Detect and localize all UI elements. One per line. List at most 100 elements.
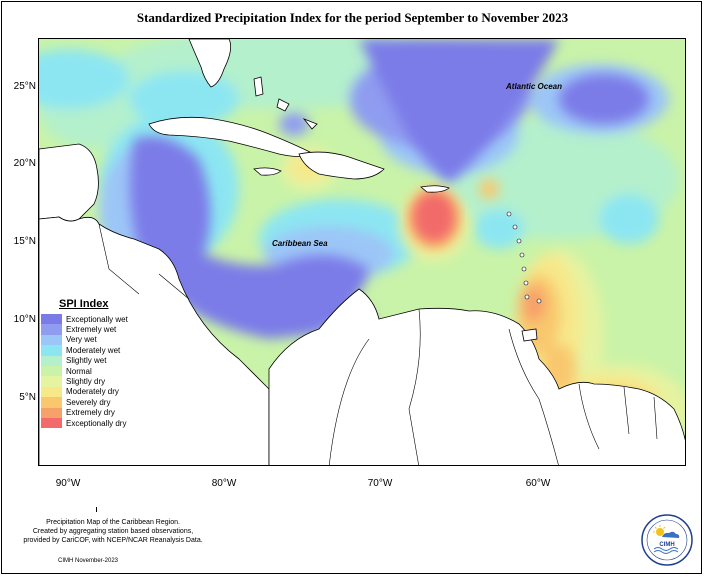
field-moderately-wet-gulf	[39, 49, 129, 109]
legend-label: Slightly dry	[66, 377, 106, 387]
caption-line-1: Precipitation Map of the Caribbean Regio…	[46, 519, 180, 526]
lat-label-15n: 15°N	[13, 236, 36, 247]
legend-item: Exceptionally wet	[41, 314, 161, 325]
lon-label-60w: 60°W	[525, 478, 551, 489]
field-severely-dry-leeward	[479, 179, 499, 199]
caption-line-3: provided by CariCOF, with NCEP/NCAR Rean…	[23, 537, 203, 544]
island-4	[519, 252, 525, 258]
border-sa-5	[653, 396, 658, 440]
legend-title: SPI Index	[59, 298, 109, 310]
logo-ring	[641, 514, 693, 566]
cimh-logo-svg: CIMH	[641, 514, 693, 566]
border-sa-6	[328, 338, 370, 465]
legend-swatch	[41, 417, 62, 429]
legend-swatch	[41, 365, 62, 377]
field-exceptionally-wet-west-caribbean	[130, 136, 369, 339]
legend-swatch	[41, 386, 62, 398]
legend-swatch	[41, 345, 62, 356]
legend-swatch	[41, 376, 62, 387]
spi-map: Atlantic Ocean Caribbean Sea	[38, 38, 686, 466]
lat-label-25n: 25°N	[13, 81, 36, 92]
land-bahamas-1	[253, 76, 264, 97]
field-exceptionally-wet-atlantic-east	[559, 74, 649, 124]
land-florida	[188, 39, 232, 88]
legend-swatch	[41, 324, 62, 335]
field-exceptionally-dry-pr	[412, 191, 456, 243]
legend-swatch	[41, 334, 62, 346]
border-sa-1	[408, 308, 421, 465]
border-ca-1	[98, 223, 140, 295]
legend-label: Moderately wet	[66, 345, 121, 355]
logo-inner-ring	[646, 519, 688, 561]
caption-line-2: Created by aggregating station based obs…	[32, 528, 194, 535]
credit-text: CIMH November-2023	[58, 558, 119, 564]
border-ca-2	[158, 273, 190, 300]
legend-label: Severely dry	[66, 397, 111, 407]
legend-label: Moderately dry	[66, 387, 119, 397]
map-title: Standardized Precipitation Index for the…	[136, 10, 569, 25]
land-hispaniola	[298, 151, 385, 180]
border-sa-3	[578, 383, 600, 450]
land-trinidad	[521, 328, 538, 342]
border-sa-2	[508, 328, 559, 465]
lat-label-20n: 20°N	[13, 158, 36, 169]
land-masses	[39, 39, 685, 465]
legend-item: Normal	[41, 365, 161, 377]
legend-items: Exceptionally wet Extremely wet Very wet Mo…	[41, 314, 161, 429]
legend-item: Extremely dry	[41, 407, 161, 418]
legend-item: Slightly dry	[41, 376, 161, 387]
land-bahamas-2	[276, 98, 290, 112]
field-exceptionally-wet-atlantic	[359, 39, 559, 184]
legend-item: Moderately dry	[41, 386, 161, 398]
island-5	[521, 266, 527, 272]
legend-swatch	[41, 355, 62, 366]
island-6	[523, 280, 529, 286]
land-bahamas-3	[302, 118, 318, 130]
field-moderately-wet-atlantic	[599, 194, 659, 244]
cloud-icon	[662, 531, 680, 538]
legend-item: Very wet	[41, 334, 161, 346]
borders	[98, 223, 658, 465]
legend-item: Exceptionally dry	[41, 417, 161, 429]
waves-icon	[653, 547, 679, 554]
legend-swatch	[41, 314, 62, 325]
label-caribbean-sea: Caribbean Sea	[272, 239, 328, 248]
logo-text: CIMH	[659, 542, 674, 548]
spi-legend: SPI Index Exceptionally wet Extremely wet…	[41, 298, 161, 429]
border-sa-4	[623, 386, 630, 435]
map-caption: Precipitation Map of the Caribbean Regio…	[18, 518, 208, 545]
island-8	[536, 298, 542, 304]
lon-label-90w: 90°W	[55, 478, 81, 489]
lesser-antilles	[506, 211, 542, 304]
legend-item: Slightly wet	[41, 355, 161, 366]
island-2	[512, 224, 518, 230]
field-moderately-wet-leeward	[474, 209, 524, 249]
lat-label-5n: 5°N	[19, 392, 36, 403]
island-3	[516, 238, 522, 244]
spi-map-svg	[39, 39, 685, 465]
land-puerto-rico	[420, 185, 450, 193]
cimh-logo: CIMH	[640, 513, 694, 567]
sun-icon	[653, 525, 666, 536]
legend-label: Very wet	[66, 335, 97, 345]
land-central-america	[39, 216, 270, 465]
legend-swatch	[41, 407, 62, 418]
legend-label: Exceptionally dry	[66, 418, 127, 428]
land-south-america	[268, 288, 685, 465]
island-7	[524, 294, 530, 300]
legend-item: Moderately wet	[41, 345, 161, 356]
lon-label-80w: 80°W	[211, 478, 237, 489]
legend-label: Extremely dry	[66, 408, 115, 418]
legend-item: Extremely wet	[41, 324, 161, 335]
lat-label-10n: 10°N	[13, 314, 36, 325]
legend-item: Severely dry	[41, 397, 161, 408]
tick-mark	[96, 507, 97, 512]
legend-swatch	[41, 397, 62, 408]
field-extremely-wet-bahamas	[279, 112, 309, 136]
label-atlantic-ocean: Atlantic Ocean	[506, 82, 563, 91]
legend-label: Exceptionally wet	[66, 314, 128, 324]
lon-label-70w: 70°W	[367, 478, 393, 489]
island-1	[506, 211, 512, 217]
legend-label: Slightly wet	[66, 356, 107, 366]
